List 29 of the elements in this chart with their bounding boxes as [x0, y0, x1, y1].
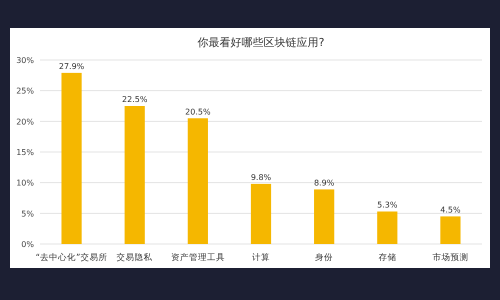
y-tick-label: 0%	[21, 240, 34, 249]
x-tick-label: 存储	[378, 252, 396, 263]
data-label: 4.5%	[440, 205, 461, 214]
y-tick-label: 30%	[16, 56, 34, 65]
y-tick-label: 5%	[21, 209, 34, 218]
x-tick-label: 资产管理工具	[170, 252, 225, 263]
bar	[124, 106, 145, 244]
bar	[188, 118, 208, 244]
data-label: 20.5%	[185, 107, 211, 116]
bar	[377, 211, 398, 244]
x-tick-label: 身份	[315, 252, 334, 263]
x-tick-label: 市场预测	[432, 252, 468, 263]
data-label: 22.5%	[122, 95, 148, 104]
bar	[314, 189, 334, 244]
y-tick-label: 25%	[16, 86, 34, 96]
data-label: 9.8%	[250, 172, 272, 182]
x-tick-label: 交易隐私	[116, 252, 154, 263]
x-tick-label: 计算	[252, 252, 270, 263]
data-label: 27.9%	[58, 62, 85, 71]
x-tick-label: “去中心化”交易所	[36, 252, 108, 263]
bar	[440, 216, 461, 244]
data-label: 5.3%	[377, 200, 398, 210]
bar	[250, 184, 272, 244]
y-tick-label: 10%	[16, 178, 34, 188]
data-label: 8.9%	[314, 178, 335, 188]
y-tick-label: 20%	[16, 117, 34, 126]
bar	[61, 72, 82, 244]
chart-title: 你最看好哪些区块链应用?	[198, 36, 325, 49]
y-tick-label: 15%	[16, 148, 34, 157]
